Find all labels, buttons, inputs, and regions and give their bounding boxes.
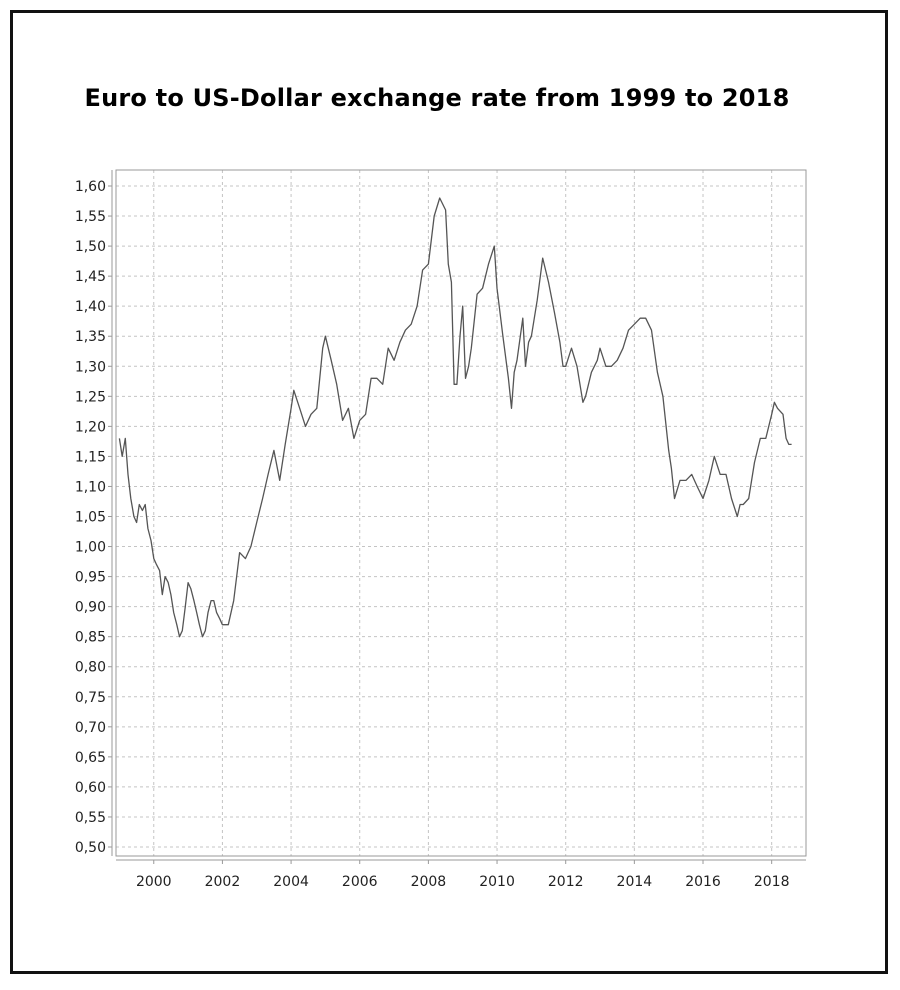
y-tick-label: 1,25: [75, 389, 106, 405]
y-tick-label: 1,50: [75, 239, 106, 255]
x-tick-label: 2004: [273, 874, 309, 890]
y-tick-label: 1,30: [75, 359, 106, 375]
y-tick-label: 0,60: [75, 780, 106, 796]
y-tick-label: 1,15: [75, 449, 106, 465]
x-axis-ticks: 2000 2002 2004 2006 2008 2010 2012 2014 2016 2018: [136, 860, 790, 890]
y-tick-label: 0,85: [75, 630, 106, 646]
y-tick-label: 0,50: [75, 840, 106, 856]
y-tick-label: 0,70: [75, 720, 106, 736]
y-tick-label: 1,55: [75, 209, 106, 225]
y-tick-label: 1,60: [75, 179, 106, 195]
plot-area-border: [115, 169, 807, 857]
y-tick-label: 1,45: [75, 269, 106, 285]
x-tick-label: 2010: [479, 874, 515, 890]
x-tick-label: 2002: [205, 874, 241, 890]
y-tick-label: 1,00: [75, 540, 106, 556]
y-tick-label: 1,40: [75, 299, 106, 315]
x-tick-label: 2008: [411, 874, 447, 890]
series-group: [118, 197, 792, 638]
chart-frame: [10, 10, 888, 974]
y-tick-label: 0,55: [75, 810, 106, 826]
y-tick-label: 1,10: [75, 479, 106, 495]
y-tick-label: 0,65: [75, 750, 106, 766]
x-tick-label: 2000: [136, 874, 172, 890]
series-line-eur-usd: [118, 197, 792, 638]
x-tick-label: 2006: [342, 874, 378, 890]
axes: [111, 169, 807, 861]
y-tick-label: 1,05: [75, 510, 106, 526]
x-tick-label: 2016: [685, 874, 721, 890]
y-tick-label: 0,75: [75, 690, 106, 706]
y-tick-label: 1,20: [75, 419, 106, 435]
y-tick-label: 0,95: [75, 570, 106, 586]
grid-lines: [116, 170, 806, 856]
x-tick-label: 2014: [617, 874, 653, 890]
chart-title: Euro to US-Dollar exchange rate from 199…: [84, 84, 790, 112]
y-axis-ticks: 0,50 0,55 0,60 0,65 0,70 0,75 0,80 0,85 0,90 0,95…: [75, 179, 112, 856]
y-tick-label: 0,80: [75, 660, 106, 676]
x-tick-label: 2012: [548, 874, 584, 890]
x-tick-label: 2018: [754, 874, 790, 890]
y-tick-label: 1,35: [75, 329, 106, 345]
y-tick-label: 0,90: [75, 600, 106, 616]
